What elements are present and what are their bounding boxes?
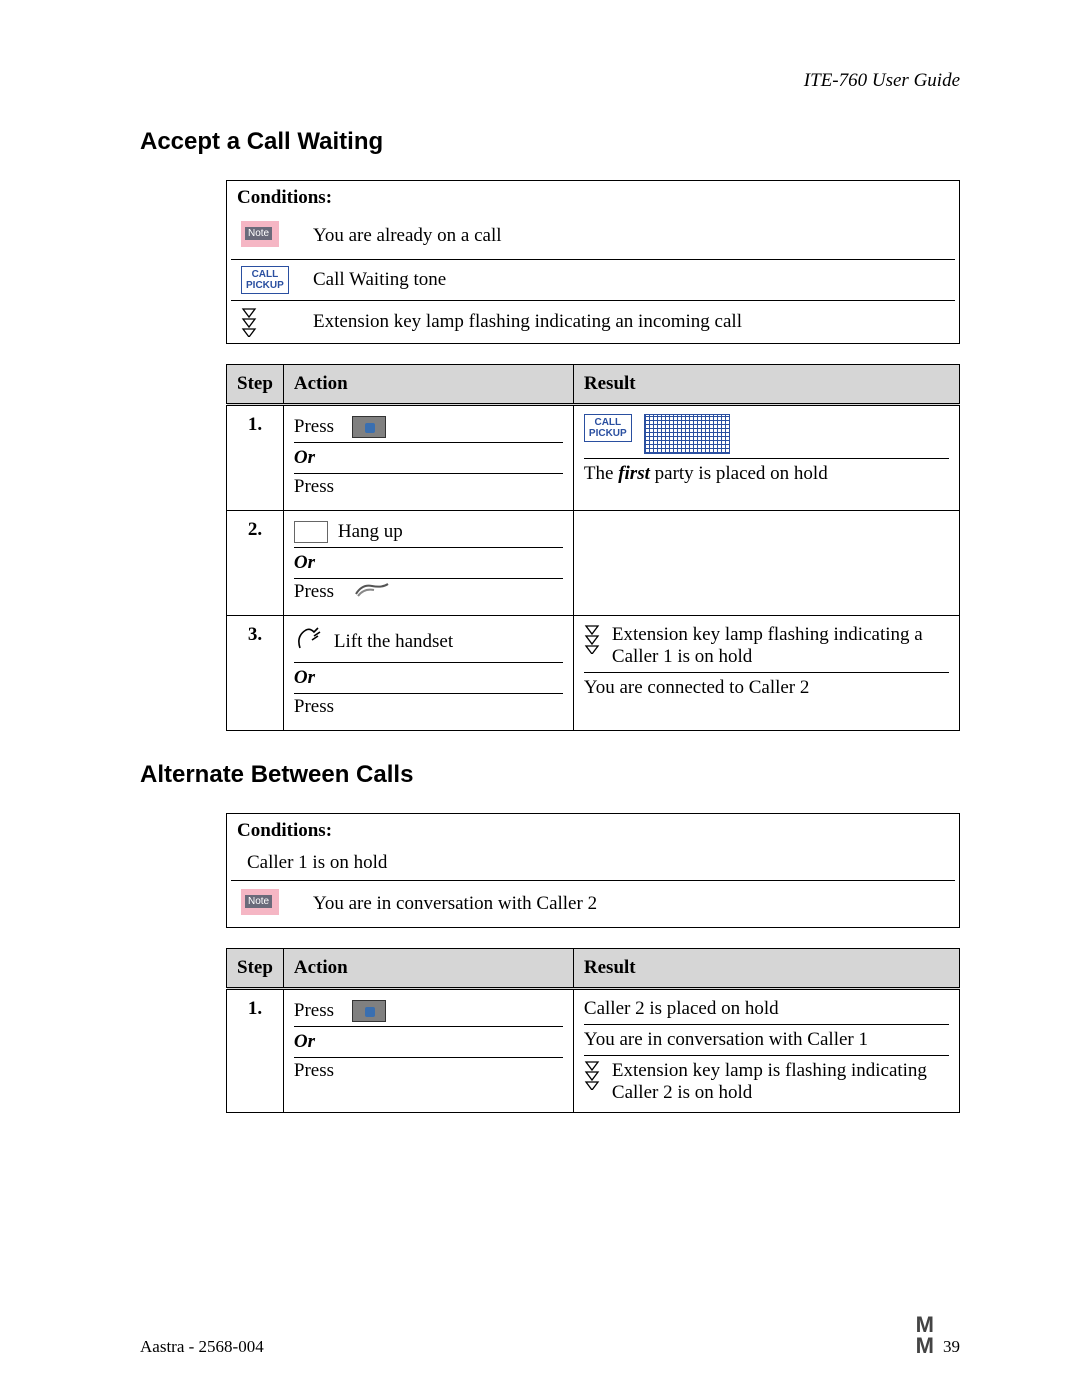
footer-left: Aastra - 2568-004 xyxy=(140,1337,264,1357)
steps-table-2: Step Action Result 1. Press Or Press xyxy=(226,948,960,1113)
condition-text: You are already on a call xyxy=(313,225,945,247)
section2-heading: Alternate Between Calls xyxy=(140,761,960,789)
note-icon xyxy=(241,221,279,247)
action-or: Or xyxy=(294,663,563,694)
hold-button-icon xyxy=(352,1000,386,1022)
conditions-label: Conditions: xyxy=(227,814,959,846)
speaker-icon xyxy=(352,582,390,602)
step-num: 1. xyxy=(227,989,284,1113)
step-num: 3. xyxy=(227,616,284,731)
handset-icon xyxy=(294,626,324,658)
step-num: 1. xyxy=(227,405,284,511)
note-icon xyxy=(241,889,279,915)
table-row: 2. Hang up Or Press xyxy=(227,511,960,616)
condition-row: You are already on a call xyxy=(231,213,955,260)
lamp-icon xyxy=(584,1060,600,1090)
th-action: Action xyxy=(283,949,573,989)
page-footer: Aastra - 2568-004 M M 39 xyxy=(140,1315,960,1357)
result-connected: You are connected to Caller 2 xyxy=(584,677,949,699)
action-press: Press xyxy=(294,416,352,438)
action-press: Press xyxy=(294,696,352,718)
condition-text: Call Waiting tone xyxy=(313,269,945,291)
step-num: 2. xyxy=(227,511,284,616)
footer-logo: M M xyxy=(916,1315,935,1357)
circuit-icon xyxy=(644,414,730,454)
th-step: Step xyxy=(227,365,284,405)
call-pickup-icon: CALLPICKUP xyxy=(241,266,289,294)
condition-row: Caller 1 is on hold xyxy=(231,846,955,881)
conditions-label: Conditions: xyxy=(227,181,959,213)
th-result: Result xyxy=(573,365,959,405)
condition-text: Extension key lamp flashing indicating a… xyxy=(313,311,945,333)
action-press: Press xyxy=(294,1060,352,1082)
doc-title: ITE-760 User Guide xyxy=(140,70,960,92)
action-or: Or xyxy=(294,443,563,474)
lamp-icon xyxy=(584,624,600,654)
action-press: Press xyxy=(294,476,352,498)
action-press: Press xyxy=(294,581,352,603)
table-row: 1. Press Or Press Caller 2 is placed on … xyxy=(227,989,960,1113)
action-hangup: Hang up xyxy=(338,521,403,543)
table-row: 1. Press Or Press CALLPICKUP xyxy=(227,405,960,511)
result-line1: Caller 2 is placed on hold xyxy=(584,998,949,1025)
action-lift: Lift the handset xyxy=(334,631,453,653)
condition-row: Extension key lamp flashing indicating a… xyxy=(231,301,955,343)
condition-text: You are in conversation with Caller 2 xyxy=(313,893,945,915)
result-text: The first party is placed on hold xyxy=(584,463,949,485)
action-press: Press xyxy=(294,1000,352,1022)
lamp-icon xyxy=(241,307,257,337)
table-row: 3. Lift the handset Or Press xyxy=(227,616,960,731)
call-pickup-icon: CALLPICKUP xyxy=(584,414,632,442)
action-or: Or xyxy=(294,1027,563,1058)
th-step: Step xyxy=(227,949,284,989)
result-lamp-text: Extension key lamp flashing indicating a… xyxy=(612,624,949,668)
page-number: 39 xyxy=(943,1337,960,1357)
th-result: Result xyxy=(573,949,959,989)
hold-button-icon xyxy=(352,416,386,438)
section1-heading: Accept a Call Waiting xyxy=(140,128,960,156)
action-or: Or xyxy=(294,548,563,579)
conditions-box-2: Conditions: Caller 1 is on hold You are … xyxy=(226,813,960,928)
result-lamp-text: Extension key lamp is flashing indicatin… xyxy=(612,1060,949,1104)
release-button-icon xyxy=(294,521,328,543)
condition-text: Caller 1 is on hold xyxy=(247,852,945,874)
th-action: Action xyxy=(283,365,573,405)
conditions-box-1: Conditions: You are already on a call CA… xyxy=(226,180,960,344)
condition-row: CALLPICKUP Call Waiting tone xyxy=(231,260,955,301)
condition-row: You are in conversation with Caller 2 xyxy=(231,881,955,927)
steps-table-1: Step Action Result 1. Press Or Press xyxy=(226,364,960,731)
result-line2: You are in conversation with Caller 1 xyxy=(584,1029,949,1056)
